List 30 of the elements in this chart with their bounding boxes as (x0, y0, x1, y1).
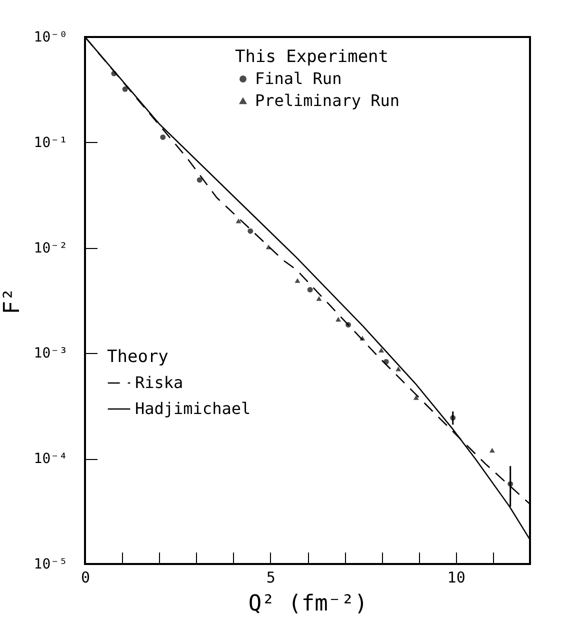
point (160, 134, 166, 140)
y-tick-label: 10⁻⁴ (34, 451, 68, 468)
point (378, 348, 384, 352)
point (294, 278, 300, 283)
y-tick-label: 10⁻⁵ (34, 556, 68, 572)
point (489, 448, 495, 453)
point (396, 366, 402, 372)
point (236, 218, 242, 224)
point (336, 316, 342, 322)
y-axis-title: F² (0, 288, 25, 314)
y-tick-label: 10⁻⁰ (34, 30, 68, 46)
legend-label: Final Run (255, 69, 342, 88)
point (248, 228, 254, 234)
legend-label: Riska (135, 373, 184, 392)
y-tick-label: 10⁻¹ (34, 134, 68, 151)
y-tick-label: 10⁻³ (34, 346, 68, 362)
point (413, 395, 419, 400)
legend-label: Hadjimichael (135, 399, 251, 418)
legend-label: Preliminary Run (255, 91, 400, 110)
point (316, 296, 322, 301)
annotation: This Experiment (235, 47, 389, 67)
x-axis-title: Q² (fm⁻²) (248, 592, 368, 616)
point (307, 287, 313, 292)
y-tick-label: 10⁻² (34, 240, 68, 256)
point (196, 177, 202, 183)
x-tick-label: 10 (447, 568, 466, 586)
point (122, 86, 128, 92)
annotation: Theory (107, 347, 168, 367)
x-tick-label: 5 (266, 568, 276, 586)
x-tick-label: 0 (80, 568, 90, 586)
